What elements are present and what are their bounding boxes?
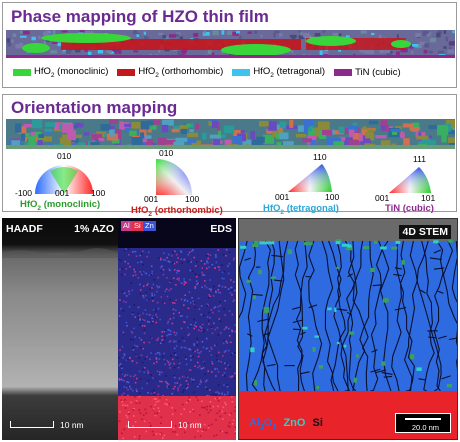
eds-scale-label: 10 nm [178,420,202,430]
stem-tag: 4D STEM [399,225,451,239]
stem-map-image [239,219,457,439]
stem-phase-si: Si [312,416,323,429]
ipf-key-monoclinic [35,165,93,194]
ipf-pole-tetra-left: 001 [275,192,290,202]
haadf-panel: HAADF 1% AZO 10 nm [2,218,118,440]
ipf-pole-tetra-right: 100 [325,192,340,202]
stem-scale-label: 20.0 nm [411,423,439,432]
stem-phase-legend: Al2O3 ZnO Si [249,417,323,431]
orientation-mapping-panel: Orientation mapping 010 -100 001 100 HfO… [2,94,457,218]
ipf-label-tetragonal: HfO2 (tetragonal) [263,203,339,216]
legend-label-cubic: TiN (cubic) [355,66,401,78]
orientation-mapping-title: Orientation mapping [11,98,178,117]
stem-phase-zno: ZnO [283,416,306,429]
stem-phase-al2o3: Al2O3 [249,416,277,431]
ipf-key-cubic [389,167,431,193]
eds-element-zn: Zn [143,221,156,231]
legend-swatch-cubic [334,68,353,76]
legend-swatch-orthorhombic [117,68,136,76]
ipf-label-cubic: TiN (cubic) [385,203,434,214]
ipf-pole-mono-top: 010 [57,151,72,161]
ipf-key-orthorhombic [156,159,192,195]
ipf-label-orthorhombic: HfO2 (orthorhombic) [131,205,223,218]
phase-map-image [6,30,455,58]
eds-tag: EDS [210,223,232,235]
eds-element-al: Al [121,221,132,231]
eds-scale-bar [128,421,172,428]
phase-legend: HfO2 (monoclinic) HfO2 (orthorhombic) Hf… [13,66,410,79]
ipf-pole-mono-right: 100 [91,188,106,198]
ipf-label-monoclinic: HfO2 (monoclinic) [20,199,101,212]
legend-swatch-tetragonal [232,68,251,76]
legend-label-tetragonal: HfO2 (tetragonal) [253,66,326,79]
haadf-scale-label: 10 nm [60,420,84,430]
ipf-pole-cubic-right: 101 [421,193,436,203]
ipf-pole-ortho-left: 001 [144,194,159,204]
ipf-pole-cubic-top: 111 [413,154,426,164]
stem-panel: 4D STEM Al2O3 ZnO Si 20.0 nm [238,218,458,440]
phase-mapping-title: Phase mapping of HZO thin film [11,7,269,26]
eds-panel: Al Si Zn EDS 10 nm [118,218,236,440]
legend-label-monoclinic: HfO2 (monoclinic) [34,66,109,79]
legend-label-orthorhombic: HfO2 (orthorhombic) [138,66,224,79]
ipf-pole-tetra-top: 110 [313,152,327,162]
eds-element-si: Si [132,221,143,231]
ipf-pole-ortho-right: 100 [185,194,200,204]
ipf-pole-ortho-top: 010 [159,148,174,158]
stem-scale-bar [405,418,441,420]
ipf-pole-mono-center: 001 [55,188,70,198]
eds-map-image [118,218,236,440]
haadf-scale-bar [10,421,54,428]
ipf-pole-mono-left: -100 [15,188,33,198]
sample-label: 1% AZO [74,223,114,235]
legend-swatch-monoclinic [13,68,31,76]
orientation-map-image [6,119,455,149]
phase-mapping-panel: Phase mapping of HZO thin film HfO2 (mon… [2,2,457,88]
haadf-tag: HAADF [6,223,43,235]
ipf-key-tetragonal [288,164,332,192]
haadf-image [2,218,118,440]
ipf-pole-cubic-left: 001 [375,193,390,203]
